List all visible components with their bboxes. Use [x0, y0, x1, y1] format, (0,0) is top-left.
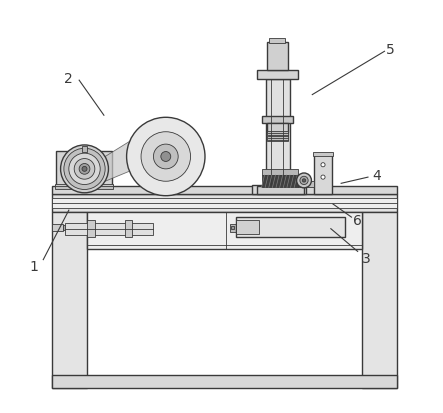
Bar [236, 221, 259, 235]
Bar [262, 117, 293, 124]
Bar [55, 185, 113, 189]
Text: 6: 6 [353, 214, 362, 228]
Bar [56, 152, 112, 187]
Bar [267, 43, 288, 71]
Text: 2: 2 [65, 72, 73, 86]
Bar [269, 39, 285, 44]
Polygon shape [105, 133, 145, 182]
Bar [253, 185, 306, 194]
Circle shape [79, 164, 90, 175]
Bar [124, 221, 132, 238]
Bar [261, 176, 298, 188]
Text: 3: 3 [361, 251, 370, 265]
Bar [52, 198, 397, 209]
Circle shape [303, 179, 306, 183]
Bar [236, 218, 345, 237]
Circle shape [300, 177, 308, 185]
Circle shape [321, 163, 325, 167]
Circle shape [82, 167, 87, 172]
Circle shape [74, 159, 95, 180]
Bar [266, 80, 290, 185]
Bar [87, 221, 95, 238]
Bar [257, 71, 298, 80]
Bar [87, 213, 362, 250]
Bar [256, 187, 304, 194]
Bar [162, 157, 170, 187]
Bar [298, 181, 315, 188]
Circle shape [141, 133, 190, 182]
Circle shape [64, 149, 105, 190]
Bar [231, 226, 234, 229]
Circle shape [161, 152, 171, 162]
Bar [52, 213, 87, 388]
Bar [267, 132, 288, 142]
Circle shape [127, 118, 205, 196]
Text: 5: 5 [386, 43, 395, 57]
Bar [52, 375, 397, 388]
Bar [315, 155, 332, 194]
Bar [313, 152, 333, 156]
Circle shape [69, 154, 100, 185]
Circle shape [321, 176, 325, 180]
Bar [52, 225, 62, 231]
Text: 4: 4 [372, 169, 381, 183]
Bar [362, 213, 397, 388]
Bar [267, 123, 288, 133]
Bar [55, 184, 113, 187]
Circle shape [61, 145, 109, 193]
Bar [62, 226, 65, 230]
Bar [65, 223, 153, 235]
Bar [52, 194, 397, 213]
Text: 1: 1 [29, 259, 38, 273]
Bar [82, 147, 86, 153]
Bar [52, 187, 397, 194]
Bar [230, 225, 236, 232]
Circle shape [297, 173, 311, 188]
Bar [261, 169, 298, 176]
Circle shape [153, 145, 178, 169]
